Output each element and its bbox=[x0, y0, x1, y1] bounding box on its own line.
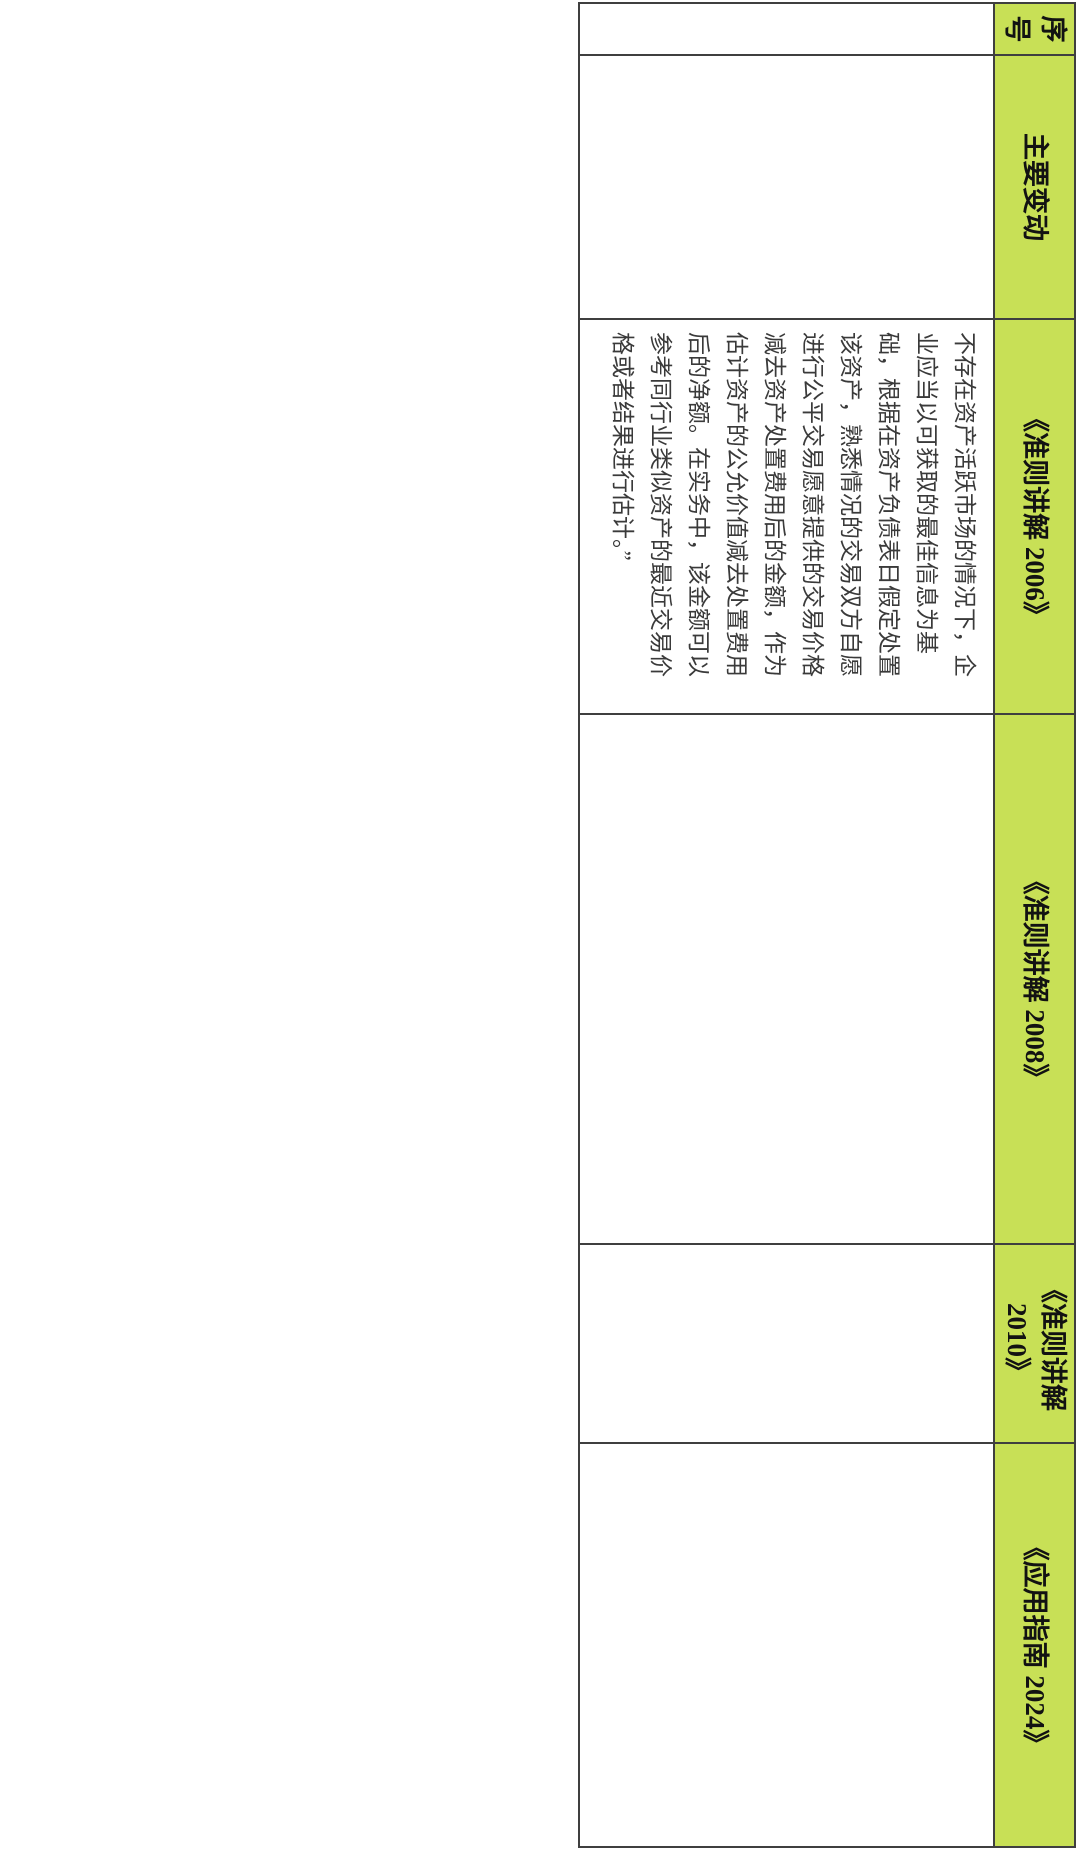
rotated-table-region: 序号 主要变动 《准则讲解 2006》 《准则讲解 2008》 《准则讲解 20… bbox=[578, 2, 1076, 1848]
rotated-table-canvas: 序号 主要变动 《准则讲解 2006》 《准则讲解 2008》 《准则讲解 20… bbox=[578, 2, 1076, 1848]
header-cell-zhunze-jiangjie-2010: 《准则讲解 2010》 bbox=[994, 1244, 1075, 1443]
table-data-row: 不存在资产活跃市场的情况下，企 业应当以可获取的最佳信息为基 础，根据在资产负债… bbox=[579, 3, 994, 1847]
cell-zhunze-jiangjie-2008 bbox=[579, 714, 994, 1244]
cell-zhunze-jiangjie-2006-text: 不存在资产活跃市场的情况下，企 业应当以可获取的最佳信息为基 础，根据在资产负债… bbox=[579, 319, 994, 714]
standards-comparison-table: 序号 主要变动 《准则讲解 2006》 《准则讲解 2008》 《准则讲解 20… bbox=[578, 2, 1076, 1848]
cell-zhunze-jiangjie-2010 bbox=[579, 1244, 994, 1443]
header-cell-zhunze-jiangjie-2006: 《准则讲解 2006》 bbox=[994, 319, 1075, 714]
cell-yingyong-zhinan-2024 bbox=[579, 1443, 994, 1847]
header-cell-zhuyao-biandong: 主要变动 bbox=[994, 55, 1075, 319]
header-cell-zhunze-jiangjie-2008: 《准则讲解 2008》 bbox=[994, 714, 1075, 1244]
header-cell-yingyong-zhinan-2024: 《应用指南 2024》 bbox=[994, 1443, 1075, 1847]
cell-zhuyao-biandong bbox=[579, 55, 994, 319]
table-header-row: 序号 主要变动 《准则讲解 2006》 《准则讲解 2008》 《准则讲解 20… bbox=[994, 3, 1075, 1847]
cell-xuhao bbox=[579, 3, 994, 55]
header-cell-xuhao: 序号 bbox=[994, 3, 1075, 55]
